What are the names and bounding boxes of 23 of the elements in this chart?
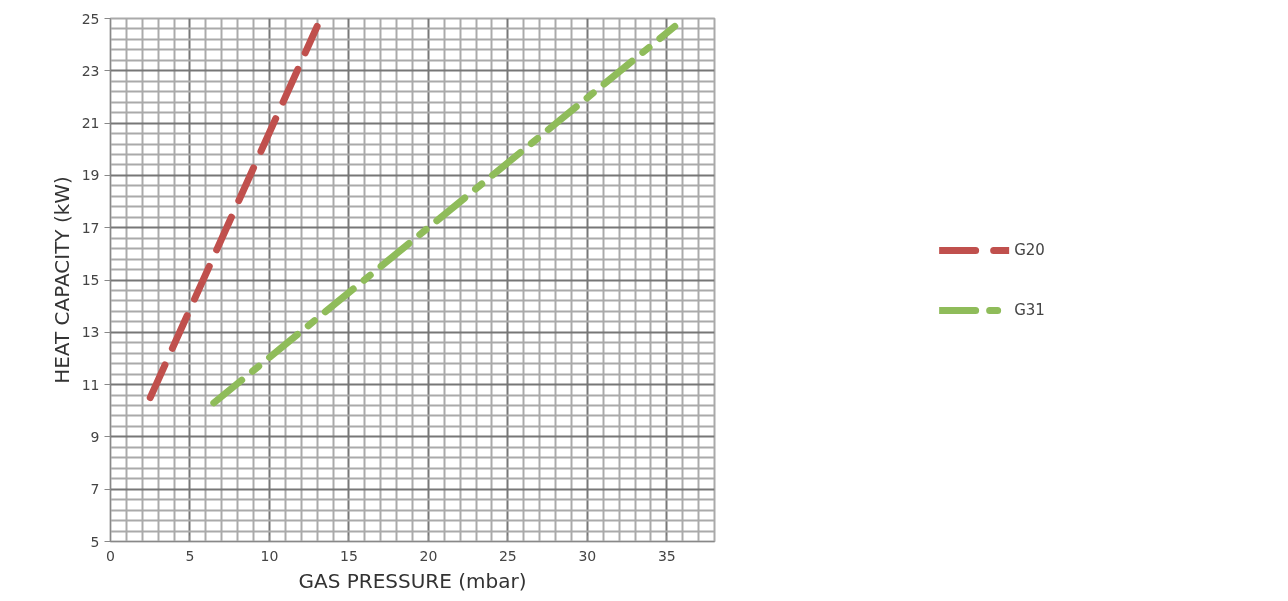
y-tick-label: 11 xyxy=(81,376,100,393)
legend-label: G20 xyxy=(1014,240,1045,259)
x-tick-label: 25 xyxy=(498,547,517,564)
x-tick-label: 20 xyxy=(419,547,438,564)
legend-label: G31 xyxy=(1014,300,1045,319)
y-tick-label: 25 xyxy=(81,10,100,27)
y-tick-label: 15 xyxy=(81,272,100,288)
y-tick-label: 17 xyxy=(81,219,100,236)
x-tick-label: 35 xyxy=(657,547,676,564)
y-axis-title: HEAT CAPACITY (kW) xyxy=(49,176,74,384)
x-tick-label: 15 xyxy=(340,547,358,564)
y-tick-label: 7 xyxy=(90,481,100,498)
y-tick-label: 21 xyxy=(81,115,100,132)
x-tick-label: 5 xyxy=(185,547,195,564)
x-tick-label: 10 xyxy=(260,547,279,564)
x-tick-label: 0 xyxy=(106,547,115,564)
x-tick-label: 30 xyxy=(578,547,597,564)
y-tick-label: 13 xyxy=(81,324,100,341)
y-tick-label: 19 xyxy=(81,167,100,184)
y-tick-label: 5 xyxy=(90,533,100,550)
y-tick-label: 9 xyxy=(90,428,100,445)
y-tick-label: 23 xyxy=(81,62,100,79)
x-axis-title: GAS PRESSURE (mbar) xyxy=(298,568,527,593)
